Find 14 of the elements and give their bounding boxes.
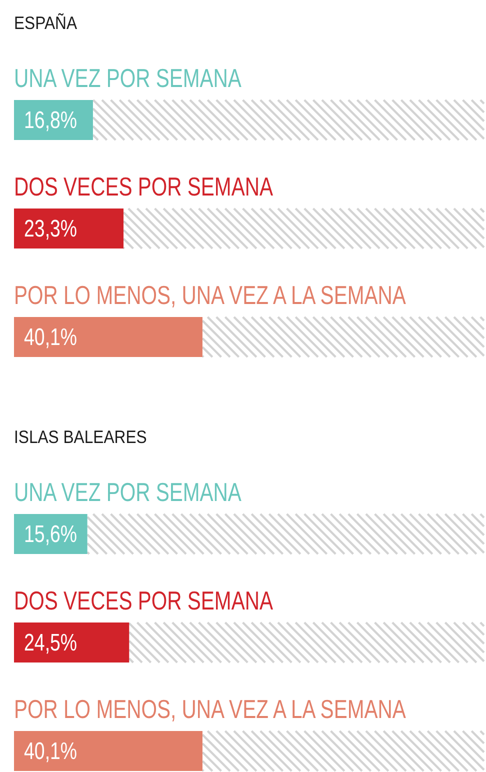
y-tick-label: UNA VEZ POR SEMANA bbox=[14, 478, 242, 507]
chart-title: ESPAÑA bbox=[14, 13, 78, 34]
data-label: 15,6% bbox=[24, 520, 78, 548]
y-tick-label: UNA VEZ POR SEMANA bbox=[14, 64, 242, 93]
data-label: 23,3% bbox=[24, 215, 78, 242]
data-label: 40,1% bbox=[24, 738, 78, 765]
data-label: 24,5% bbox=[24, 629, 78, 656]
data-label: 16,8% bbox=[24, 106, 78, 134]
data-label: 40,1% bbox=[24, 324, 78, 351]
y-tick-label: DOS VECES POR SEMANA bbox=[14, 586, 274, 616]
y-tick-label: POR LO MENOS, UNA VEZ A LA SEMANA bbox=[14, 280, 406, 310]
chart-title: ISLAS BALEARES bbox=[14, 427, 147, 448]
y-tick-label: POR LO MENOS, UNA VEZ A LA SEMANA bbox=[14, 694, 406, 724]
y-tick-label: DOS VECES POR SEMANA bbox=[14, 172, 274, 202]
